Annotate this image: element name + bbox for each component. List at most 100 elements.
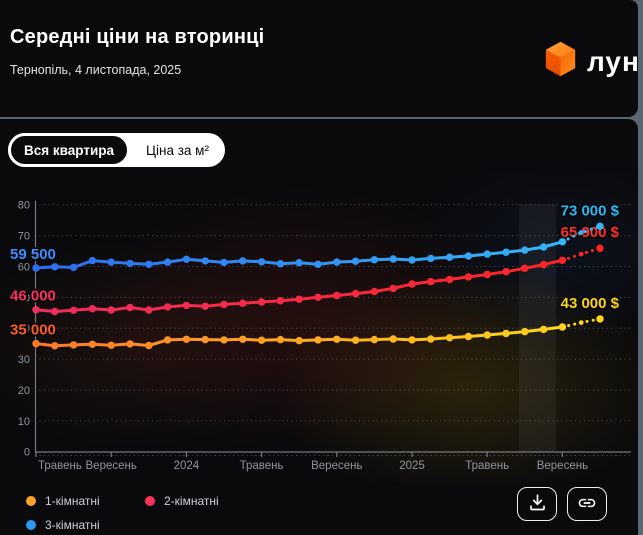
data-point: [333, 291, 341, 300]
data-point: [32, 339, 40, 348]
data-point: [201, 257, 209, 265]
data-point: [351, 257, 360, 265]
end-value-label: 43 000 $: [561, 295, 620, 312]
data-point: [126, 259, 134, 268]
y-tick-label: 80: [18, 200, 30, 212]
x-tick-label: Вересень: [537, 460, 588, 472]
data-point: [351, 289, 360, 298]
data-point: [51, 307, 59, 316]
data-point: [464, 332, 473, 341]
data-point: [502, 329, 510, 338]
data-point: [445, 253, 454, 261]
data-point: [51, 342, 59, 350]
data-point: [558, 256, 567, 264]
series-line-dotted-3-кімнатні: [560, 224, 602, 244]
data-point: [145, 341, 153, 350]
x-tick-label: 2024: [174, 460, 200, 472]
data-point: [257, 336, 266, 344]
data-point: [483, 250, 491, 258]
end-value-label: 73 000 $: [561, 202, 620, 219]
copy-link-button[interactable]: [567, 487, 607, 521]
data-point: [370, 335, 379, 344]
x-tick-label: Травень: [465, 460, 509, 472]
tab-whole-apartment[interactable]: Вся квартира: [8, 133, 131, 167]
data-point: [333, 258, 341, 266]
data-point: [107, 306, 115, 314]
data-point: [464, 273, 473, 281]
data-point: [88, 340, 97, 348]
tab-price-per-m2[interactable]: Ціна за м²: [130, 133, 225, 167]
data-point: [276, 335, 285, 344]
y-tick-label: 60: [18, 261, 30, 273]
y-tick-label: 70: [18, 231, 30, 243]
data-point: [182, 255, 191, 263]
data-point: [295, 336, 303, 345]
data-point: [445, 275, 454, 284]
data-point: [257, 298, 266, 306]
data-point: [558, 238, 567, 246]
logo-text: лун: [587, 45, 640, 77]
chart-legend: 1-кімнатні 2-кімнатні 3-кімнатні: [26, 489, 219, 535]
data-point: [558, 323, 567, 331]
data-point: [163, 258, 172, 266]
data-point: [182, 301, 191, 310]
download-button[interactable]: [517, 487, 557, 521]
price-chart-svg: 0 10 20 30 40 50 60 70 80 Травень Вересень 2024 Трав…: [8, 200, 631, 472]
x-tick-label: Вересень: [311, 460, 362, 472]
data-point: [145, 260, 153, 268]
lun-cube-icon: [543, 40, 578, 83]
data-point: [521, 264, 529, 272]
legend-label-1room: 1-кімнатні: [45, 494, 100, 508]
data-point: [389, 335, 397, 343]
y-tick-label: 40: [18, 323, 30, 335]
data-point: [539, 243, 548, 251]
data-point: [427, 277, 435, 286]
page-title: Середні ціни на вторинці: [10, 26, 265, 48]
data-point: [220, 336, 228, 344]
data-point: [389, 284, 397, 293]
data-point: [239, 257, 247, 265]
data-point: [483, 270, 491, 279]
data-point: [596, 244, 604, 252]
y-tick-label: 30: [18, 354, 30, 366]
data-point: [578, 251, 584, 257]
data-point: [295, 259, 303, 267]
legend-item-3room: 3-кімнатні: [26, 518, 145, 532]
data-point: [427, 254, 435, 263]
data-point: [370, 287, 379, 296]
start-value-label: 35 000: [10, 322, 56, 339]
data-point: [521, 327, 529, 336]
data-point: [370, 256, 379, 264]
data-point: [201, 302, 209, 310]
legend-label-3room: 3-кімнатні: [45, 518, 100, 532]
data-point: [163, 336, 172, 344]
data-point: [314, 336, 322, 344]
legend-dot-1room-icon: [26, 496, 36, 506]
legend-item-1room: 1-кімнатні: [26, 494, 145, 508]
action-buttons: [517, 487, 607, 521]
y-tick-label: 0: [24, 447, 30, 459]
y-tick-label: 20: [18, 385, 30, 397]
data-point: [32, 306, 40, 314]
legend-dot-3room-icon: [26, 520, 36, 530]
data-point: [578, 320, 584, 325]
data-point: [107, 341, 115, 349]
data-point: [596, 222, 604, 230]
download-icon: [528, 493, 547, 515]
data-point: [69, 306, 78, 314]
data-point: [88, 256, 97, 265]
data-point: [539, 325, 548, 334]
y-tick-label: 50: [18, 292, 30, 304]
data-point: [408, 256, 416, 264]
legend-dot-2room-icon: [145, 496, 155, 506]
x-tick-label: Вересень: [86, 460, 137, 472]
data-point: [51, 263, 59, 271]
data-point: [239, 335, 247, 343]
data-point: [239, 299, 247, 307]
data-point: [69, 341, 78, 349]
data-point: [276, 297, 285, 305]
data-point: [257, 258, 266, 266]
data-point: [220, 258, 228, 267]
data-point: [578, 230, 584, 235]
